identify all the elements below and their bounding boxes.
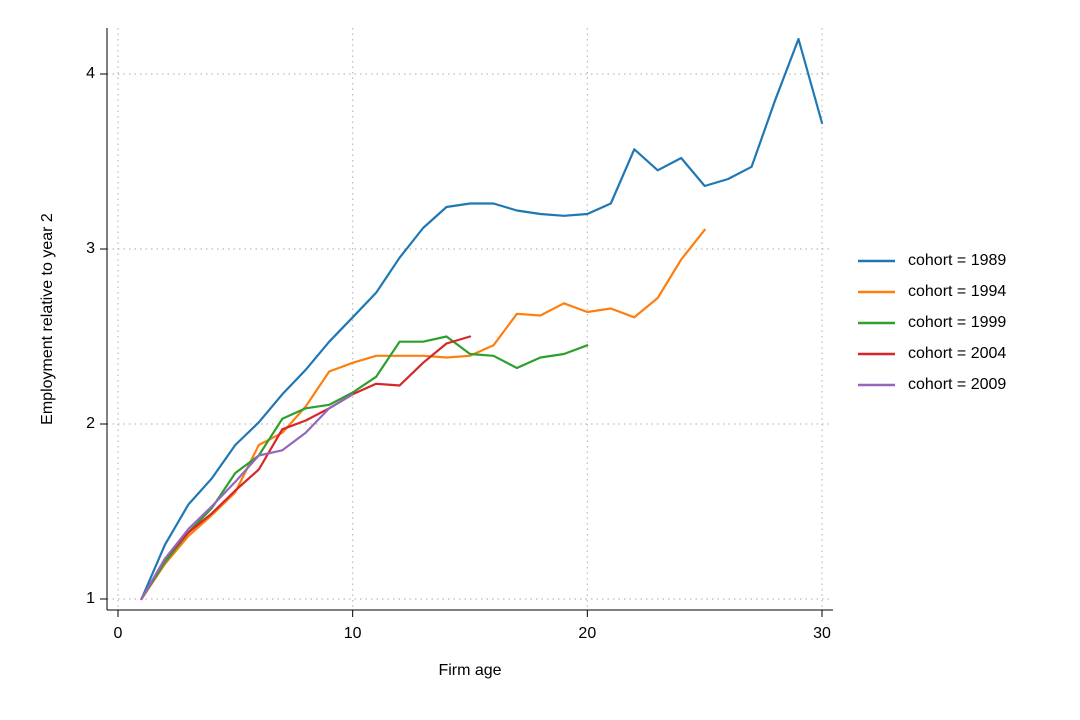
x-tick-label: 10 bbox=[344, 625, 362, 642]
y-tick-label: 4 bbox=[86, 65, 95, 82]
series-line bbox=[140, 228, 706, 601]
y-axis-title: Employment relative to year 2 bbox=[39, 213, 56, 425]
series-lines bbox=[140, 37, 824, 601]
legend-label: cohort = 2004 bbox=[908, 345, 1006, 362]
tick-marks: 0 10 20 30 1 2 3 4 bbox=[86, 65, 831, 642]
y-tick-label: 1 bbox=[86, 590, 95, 607]
x-tick-label: 20 bbox=[578, 625, 596, 642]
series-line bbox=[140, 335, 589, 601]
x-axis-title: Firm age bbox=[438, 662, 501, 679]
series-line bbox=[140, 393, 354, 601]
axes bbox=[106, 28, 833, 611]
x-tick-label: 0 bbox=[114, 625, 123, 642]
legend-label: cohort = 2009 bbox=[908, 376, 1006, 393]
x-tick-label: 30 bbox=[813, 625, 831, 642]
series-line bbox=[140, 335, 472, 601]
legend: cohort = 1989 cohort = 1994 cohort = 1999 c… bbox=[858, 252, 1006, 393]
legend-label: cohort = 1989 bbox=[908, 252, 1006, 269]
grid bbox=[107, 28, 833, 610]
y-tick-label: 3 bbox=[86, 240, 95, 257]
legend-label: cohort = 1994 bbox=[908, 283, 1006, 300]
legend-label: cohort = 1999 bbox=[908, 314, 1006, 331]
series-line bbox=[140, 37, 824, 601]
y-tick-label: 2 bbox=[86, 415, 95, 432]
